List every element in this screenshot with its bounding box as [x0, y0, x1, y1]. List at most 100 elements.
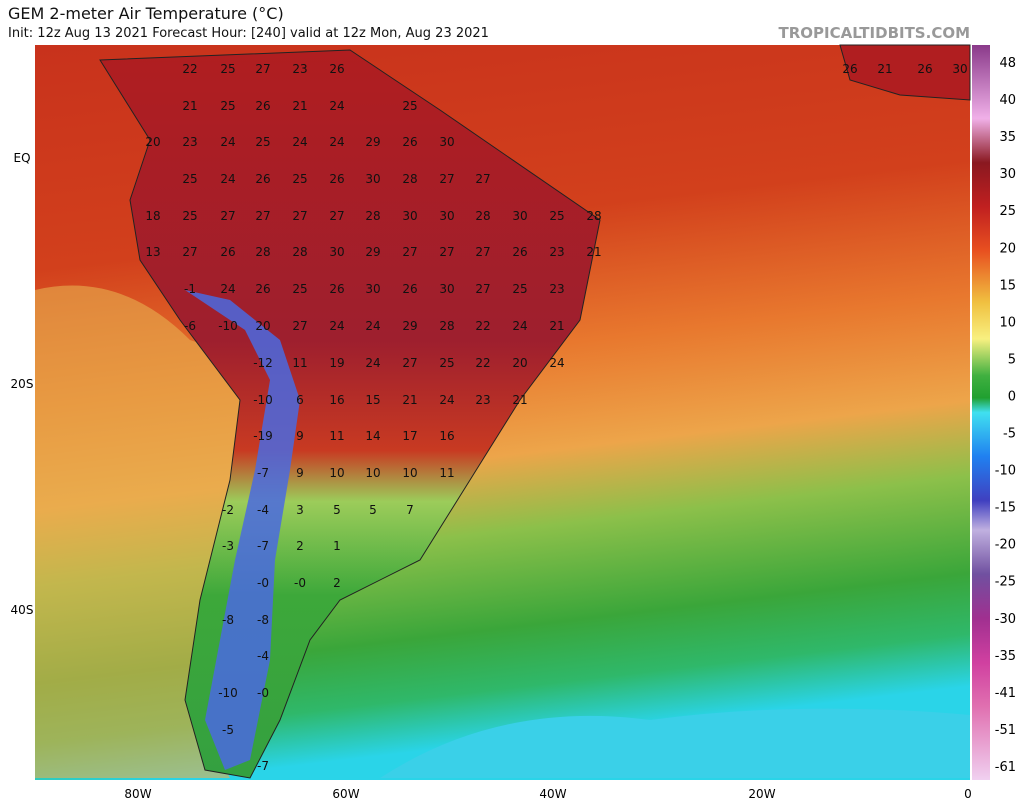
pacific: [35, 285, 250, 778]
temp-label: 20: [255, 319, 270, 333]
temp-label: 24: [365, 319, 380, 333]
temp-label: 24: [549, 356, 564, 370]
colorbar-label: -30: [995, 612, 1016, 627]
temp-label: 27: [439, 172, 454, 186]
temp-label: 11: [292, 356, 307, 370]
temp-label: 23: [475, 393, 490, 407]
temp-label: -0: [294, 576, 306, 590]
temp-label: 26: [329, 282, 344, 296]
temp-label: 24: [329, 319, 344, 333]
temp-label: 27: [475, 282, 490, 296]
lon-label: 40W: [539, 787, 566, 800]
temp-label: 23: [182, 135, 197, 149]
temp-label: 7: [406, 503, 414, 517]
temp-label: -10: [218, 686, 238, 700]
africa: [839, 44, 971, 101]
temp-label: 6: [296, 393, 304, 407]
lon-label: 20W: [748, 787, 775, 800]
temp-label: 23: [549, 282, 564, 296]
temp-label: 30: [365, 172, 380, 186]
temp-label: 27: [255, 209, 270, 223]
temp-label: 11: [439, 466, 454, 480]
colorbar-label: 10: [999, 315, 1016, 330]
temp-label: 28: [475, 209, 490, 223]
southern-ocean: [380, 708, 970, 778]
temp-label: 30: [365, 282, 380, 296]
temp-label: 24: [512, 319, 527, 333]
temp-label: 25: [292, 282, 307, 296]
lat-label: EQ: [13, 151, 30, 165]
temp-label: -1: [184, 282, 196, 296]
colorbar-label: 5: [1008, 352, 1016, 367]
temp-label: 13: [145, 245, 160, 259]
temp-label: 10: [402, 466, 417, 480]
temp-label: -10: [218, 319, 238, 333]
colorbar-label: -51: [995, 723, 1016, 738]
temp-label: 26: [220, 245, 235, 259]
temp-label: 18: [145, 209, 160, 223]
temp-label: 24: [220, 172, 235, 186]
temp-label: -19: [253, 429, 273, 443]
site-name: TROPICALTIDBITS.COM: [778, 24, 971, 42]
temp-label: 14: [365, 429, 380, 443]
temp-label: 28: [586, 209, 601, 223]
temp-label: 20: [145, 135, 160, 149]
temp-label: 27: [255, 62, 270, 76]
temp-label: 9: [296, 466, 304, 480]
temp-label: 27: [402, 245, 417, 259]
temp-label: 24: [329, 99, 344, 113]
andes: [185, 290, 300, 770]
temp-label: 24: [220, 282, 235, 296]
temp-label: 29: [402, 319, 417, 333]
title: GEM 2-meter Air Temperature (°C): [8, 4, 284, 23]
temp-label: 27: [475, 245, 490, 259]
temp-label: 9: [296, 429, 304, 443]
temp-label: 10: [329, 466, 344, 480]
temp-label: 22: [475, 319, 490, 333]
temp-label: -0: [257, 576, 269, 590]
temp-label: 25: [220, 99, 235, 113]
temp-label: 30: [952, 62, 967, 76]
colorbar-label: 40: [999, 93, 1016, 108]
lon-label: 80W: [124, 787, 151, 800]
temp-label: 30: [329, 245, 344, 259]
temp-label: 26: [842, 62, 857, 76]
colorbar-label: 35: [999, 130, 1016, 145]
temp-label: 25: [402, 99, 417, 113]
colorbar-label: -25: [995, 575, 1016, 590]
temp-label: 23: [292, 62, 307, 76]
temp-label: 5: [369, 503, 377, 517]
colorbar-label: 20: [999, 241, 1016, 256]
temp-label: 27: [292, 319, 307, 333]
temp-label: 22: [182, 62, 197, 76]
temp-label: 15: [365, 393, 380, 407]
temp-label: 21: [402, 393, 417, 407]
temp-label: -0: [257, 686, 269, 700]
temp-label: 28: [255, 245, 270, 259]
temp-label: -7: [257, 539, 269, 553]
temp-label: 29: [365, 245, 380, 259]
temp-label: 25: [549, 209, 564, 223]
colorbar-label: 48: [999, 56, 1016, 71]
temp-label: -8: [222, 613, 234, 627]
temp-label: 26: [255, 282, 270, 296]
temp-label: 26: [402, 135, 417, 149]
lon-label: 60W: [332, 787, 359, 800]
temp-label: 25: [220, 62, 235, 76]
temp-label: 28: [439, 319, 454, 333]
temp-label: 30: [439, 282, 454, 296]
temp-label: 28: [402, 172, 417, 186]
temp-label: 25: [182, 209, 197, 223]
colorbar-label: 30: [999, 167, 1016, 182]
temp-label: 21: [877, 62, 892, 76]
temp-label: -10: [253, 393, 273, 407]
temp-label: 21: [512, 393, 527, 407]
temp-label: 5: [333, 503, 341, 517]
temp-label: 10: [365, 466, 380, 480]
temp-label: 26: [255, 172, 270, 186]
temp-label: 21: [292, 99, 307, 113]
temp-label: -3: [222, 539, 234, 553]
temp-label: 27: [292, 209, 307, 223]
temp-label: 16: [439, 429, 454, 443]
